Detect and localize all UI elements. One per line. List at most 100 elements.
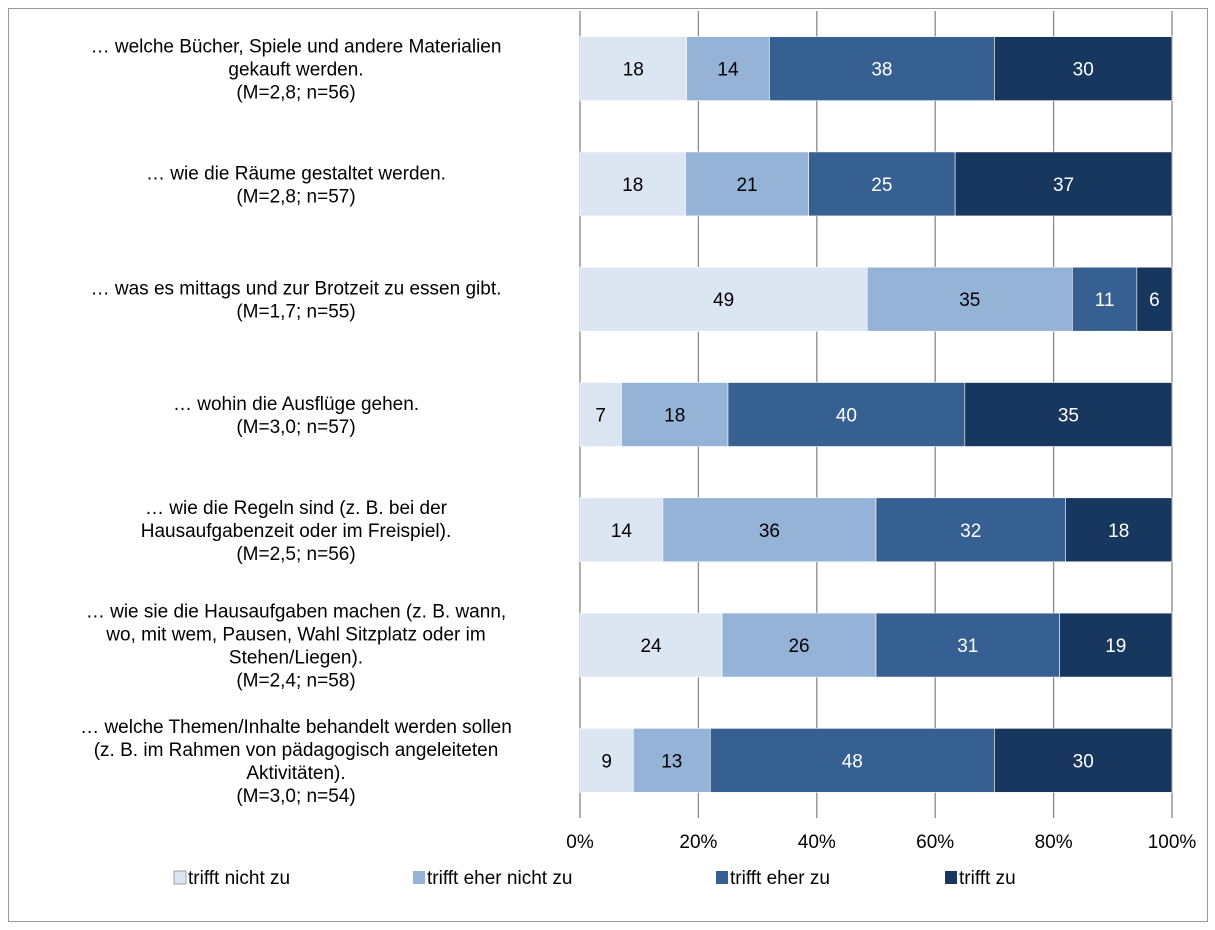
data-label: 6 <box>1149 290 1160 311</box>
legend-item: trifft nicht zu <box>173 868 290 889</box>
bar <box>866 266 1073 332</box>
category-label-line: … wie die Regeln sind (z. B. bei der <box>145 498 448 519</box>
category-label-line: (M=1,7; n=55) <box>236 302 355 323</box>
category-label: … welche Bücher, Spiele und andere Mater… <box>91 37 502 104</box>
category-label-line: (M=2,8; n=57) <box>236 186 355 207</box>
bar-segment: 35 <box>964 382 1173 447</box>
bars: 18 14 38 30 18 21 25 37 49 35 11 6 7 18 40 35 14 36 32 18 24… <box>579 36 1173 793</box>
data-label: 30 <box>1073 60 1094 81</box>
bar-segment: 18 <box>621 382 729 447</box>
data-label: 18 <box>622 175 643 196</box>
category-label: … wie die Regeln sind (z. B. bei derHaus… <box>141 498 452 565</box>
data-label: 40 <box>836 406 857 427</box>
data-label: 36 <box>759 521 780 542</box>
category-label-line: Stehen/Liegen). <box>229 648 363 669</box>
x-axis-ticks: 0% 20% 40% 60% 80% 100% <box>566 832 1196 853</box>
data-label: 18 <box>1108 521 1129 542</box>
category-label-line: (M=2,4; n=58) <box>236 671 355 692</box>
bar <box>579 728 634 793</box>
bar-segment: 48 <box>709 728 995 793</box>
bar-segment: 18 <box>579 151 686 217</box>
data-label: 9 <box>601 751 612 772</box>
category-label-line: Aktivitäten). <box>246 763 345 784</box>
bar <box>686 36 770 101</box>
bar <box>954 151 1173 217</box>
bar <box>1059 612 1173 678</box>
x-tick-label: 20% <box>679 832 717 853</box>
bar-segment: 6 <box>1136 266 1173 332</box>
bar-segment: 25 <box>808 151 956 217</box>
category-label: … welche Themen/Inhalte behandelt werden… <box>80 717 512 807</box>
category-label-line: … welche Themen/Inhalte behandelt werden… <box>80 717 512 738</box>
category-label-line: Hausaufgabenzeit oder im Freispiel). <box>141 521 452 542</box>
x-tick-label: 40% <box>798 832 836 853</box>
data-label: 32 <box>960 521 981 542</box>
bar <box>685 151 809 217</box>
legend-swatch <box>945 871 957 884</box>
legend-swatch <box>173 870 187 885</box>
legend-label: trifft eher zu <box>730 868 830 889</box>
bar-segment: 49 <box>579 266 868 332</box>
legend-item: trifft eher nicht zu <box>413 868 572 889</box>
category-label-line: … welche Bücher, Spiele und andere Mater… <box>91 37 502 58</box>
legend-label: trifft eher nicht zu <box>427 868 572 889</box>
bar <box>579 612 723 678</box>
data-label: 35 <box>1058 406 1079 427</box>
bar-segment: 37 <box>954 151 1173 217</box>
category-label-line: … was es mittags und zur Brotzeit zu ess… <box>91 279 502 300</box>
bar-segment: 38 <box>769 36 995 101</box>
category-label-line: (M=3,0; n=57) <box>236 417 355 438</box>
category-labels: … welche Bücher, Spiele und andere Mater… <box>80 37 512 807</box>
category-label-line: wo, mit wem, Pausen, Wahl Sitzplatz oder… <box>105 625 485 646</box>
category-label-line: (M=3,0; n=54) <box>236 786 355 807</box>
data-label: 25 <box>871 175 892 196</box>
bar-segment: 32 <box>875 497 1066 563</box>
legend-item: trifft eher zu <box>716 868 830 889</box>
data-label: 13 <box>661 751 682 772</box>
bar <box>1065 497 1173 563</box>
bar-segment: 35 <box>866 266 1073 332</box>
x-tick-label: 80% <box>1035 832 1073 853</box>
bar-segment: 24 <box>579 612 723 678</box>
category-label: … was es mittags und zur Brotzeit zu ess… <box>91 279 502 323</box>
bar <box>1072 266 1138 332</box>
category-label-line: … wohin die Ausflüge gehen. <box>173 394 419 415</box>
bar-segment: 36 <box>662 497 877 563</box>
x-tick-label: 100% <box>1148 832 1197 853</box>
bar <box>875 612 1060 678</box>
bar-segment: 26 <box>721 612 877 678</box>
data-label: 18 <box>623 60 644 81</box>
bar <box>964 382 1173 447</box>
bar <box>721 612 877 678</box>
data-label: 14 <box>717 60 739 81</box>
category-label: … wohin die Ausflüge gehen.(M=3,0; n=57) <box>173 394 419 438</box>
data-label: 19 <box>1105 636 1126 657</box>
bar <box>769 36 995 101</box>
bar <box>994 36 1173 101</box>
bar <box>1136 266 1173 332</box>
chart-frame <box>8 8 1208 922</box>
bar <box>579 151 686 217</box>
bar-segment: 30 <box>994 36 1173 101</box>
bar-segment: 18 <box>579 36 687 101</box>
data-label: 7 <box>595 406 606 427</box>
bar-segment: 7 <box>579 382 622 447</box>
legend-label: trifft zu <box>959 868 1016 889</box>
legend-label: trifft nicht zu <box>188 868 290 889</box>
data-label: 37 <box>1053 175 1074 196</box>
bar-segment: 14 <box>686 36 770 101</box>
bar <box>994 728 1173 793</box>
bar <box>579 382 622 447</box>
bar <box>579 266 868 332</box>
data-label: 31 <box>957 636 978 657</box>
data-label: 30 <box>1073 751 1094 772</box>
data-label: 35 <box>959 290 980 311</box>
data-label: 48 <box>842 751 863 772</box>
category-label: … wie die Räume gestaltet werden.(M=2,8;… <box>146 163 446 207</box>
legend-swatch <box>413 871 425 884</box>
category-label-line: gekauft werden. <box>228 60 363 81</box>
bar <box>808 151 956 217</box>
data-label: 24 <box>640 636 662 657</box>
data-label: 38 <box>871 60 892 81</box>
bar-segment: 14 <box>579 497 664 563</box>
